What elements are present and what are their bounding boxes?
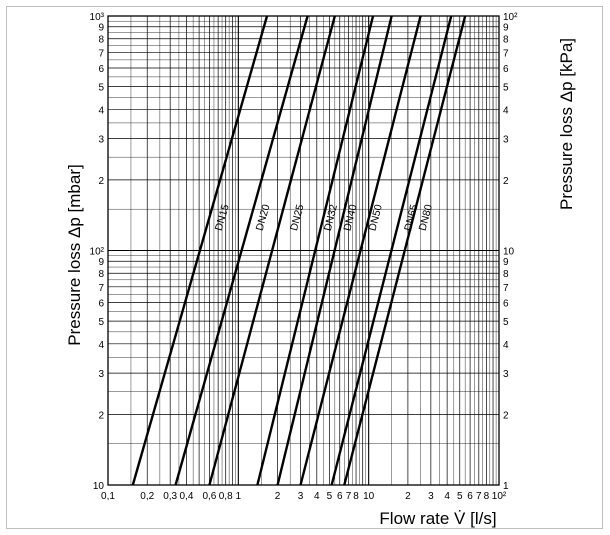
y-tick-label-left: 8 — [98, 269, 104, 280]
y-tick-label-right: 1 — [503, 481, 509, 492]
y-tick-label-right: 10 — [503, 247, 515, 258]
y-axis-label-right: Pressure loss Δp [kPa] — [557, 38, 576, 210]
x-tick-label: 0,4 — [180, 491, 194, 502]
series-line-dn20 — [174, 15, 309, 486]
y-tick-label-right: 7 — [503, 48, 509, 59]
x-tick-label: 0,1 — [101, 491, 115, 502]
chart-frame — [6, 6, 603, 529]
x-tick-label: 3 — [298, 491, 304, 502]
x-tick-label: 7 — [346, 491, 352, 502]
y-tick-label-right: 4 — [503, 340, 509, 351]
y-tick-label-left: 10³ — [90, 12, 105, 23]
y-tick-label-left: 10² — [90, 247, 105, 258]
x-tick-label: 6 — [467, 491, 473, 502]
x-tick-label: 10 — [363, 491, 375, 502]
y-tick-label-right: 8 — [503, 269, 509, 280]
y-tick-label-left: 3 — [98, 369, 104, 380]
x-tick-label: 10² — [492, 491, 507, 502]
y-tick-label-left: 9 — [98, 23, 104, 34]
x-tick-label: 0,2 — [140, 491, 154, 502]
x-tick-label: 8 — [353, 491, 359, 502]
y-tick-label-left: 2 — [98, 410, 104, 421]
x-tick-label: 7 — [476, 491, 482, 502]
series-label-dn15: DN15 — [213, 203, 232, 232]
x-tick-label: 2 — [405, 491, 411, 502]
tick-labels: 0,1 0,2 0,3 0,4 0,6 0,8 1 2 3 4 5 6 7 8 10 2 3 4 5 6 7 8 10²10… — [90, 12, 519, 502]
y-tick-label-right: 5 — [503, 83, 509, 94]
series-label-dn50: DN50 — [367, 203, 385, 232]
y-tick-label-right: 2 — [503, 176, 509, 187]
y-tick-label-left: 3 — [98, 135, 104, 146]
x-tick-label: 5 — [327, 491, 333, 502]
x-tick-label: 5 — [457, 491, 463, 502]
x-tick-label: 3 — [428, 491, 434, 502]
y-tick-label-left: 4 — [98, 340, 104, 351]
plot-border — [107, 15, 500, 486]
y-axis-label-left: Pressure loss Δp [mbar] — [65, 164, 84, 345]
series-line-dn65 — [330, 15, 453, 486]
y-tick-label-left: 4 — [98, 105, 104, 116]
y-tick-label-right: 5 — [503, 317, 509, 328]
y-tick-label-left: 7 — [98, 283, 104, 294]
x-tick-label: 1 — [236, 491, 242, 502]
y-tick-label-right: 10² — [503, 12, 518, 23]
y-tick-label-right: 9 — [503, 23, 509, 34]
series-lines — [131, 15, 467, 486]
y-tick-label-right: 2 — [503, 410, 509, 421]
x-tick-label: 0,8 — [219, 491, 233, 502]
series-label-dn25: DN25 — [288, 203, 307, 232]
series-label-dn20: DN20 — [254, 203, 273, 232]
series-line-dn32 — [256, 15, 375, 486]
series-line-dn15 — [131, 15, 269, 486]
y-tick-label-left: 8 — [98, 35, 104, 46]
x-tick-label: 0,3 — [163, 491, 177, 502]
x-tick-label: 8 — [484, 491, 490, 502]
y-tick-label-right: 3 — [503, 135, 509, 146]
y-tick-label-left: 6 — [98, 64, 104, 75]
x-tick-label: 2 — [275, 491, 281, 502]
x-axis-label: Flow rate V̇ [l/s] — [379, 509, 496, 528]
y-tick-label-left: 5 — [98, 317, 104, 328]
x-tick-label: 0,6 — [202, 491, 216, 502]
x-tick-label: 4 — [314, 491, 320, 502]
series-line-dn50 — [299, 15, 422, 486]
series-line-dn80 — [343, 15, 467, 486]
y-tick-label-right: 8 — [503, 35, 509, 46]
series-line-dn40 — [276, 15, 393, 486]
x-tick-label: 6 — [337, 491, 343, 502]
y-tick-label-right: 3 — [503, 369, 509, 380]
grid — [107, 15, 500, 486]
y-tick-label-left: 10 — [93, 481, 105, 492]
y-tick-label-right: 6 — [503, 64, 509, 75]
y-tick-label-left: 2 — [98, 176, 104, 187]
y-tick-label-left: 9 — [98, 257, 104, 268]
y-tick-label-right: 7 — [503, 283, 509, 294]
y-tick-label-left: 5 — [98, 83, 104, 94]
y-tick-label-right: 9 — [503, 257, 509, 268]
x-tick-label: 4 — [444, 491, 450, 502]
y-tick-label-right: 6 — [503, 299, 509, 310]
y-tick-label-right: 4 — [503, 105, 509, 116]
y-tick-label-left: 6 — [98, 299, 104, 310]
y-tick-label-left: 7 — [98, 48, 104, 59]
series-line-dn25 — [208, 15, 336, 486]
